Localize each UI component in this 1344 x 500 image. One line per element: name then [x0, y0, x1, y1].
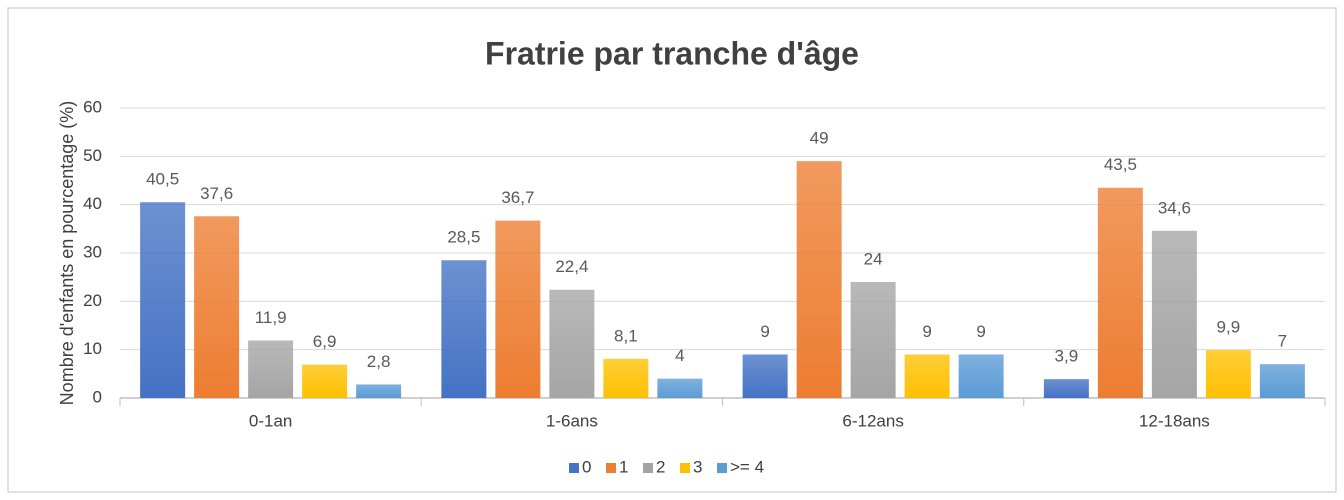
bar: [495, 220, 541, 398]
bar: [1205, 350, 1251, 398]
legend-swatch: [643, 463, 653, 473]
y-tick-label: 20: [83, 291, 102, 310]
data-label: 40,5: [146, 170, 179, 189]
bar: [742, 354, 788, 398]
bar: [850, 282, 896, 398]
data-label: 36,7: [501, 188, 534, 207]
bar: [904, 354, 950, 398]
data-label: 49: [810, 129, 829, 148]
x-tick-label: 12-18ans: [1139, 411, 1210, 430]
bar: [796, 161, 842, 398]
data-label: 11,9: [255, 308, 287, 327]
data-label: 37,6: [200, 184, 233, 203]
bar: [1151, 230, 1197, 398]
bar: [1043, 379, 1089, 398]
data-label: 4: [675, 346, 684, 365]
y-tick-label: 50: [83, 146, 102, 165]
legend-swatch: [569, 463, 579, 473]
bar: [958, 354, 1004, 398]
legend-label: 3: [693, 457, 702, 476]
x-tick-label: 6-12ans: [842, 411, 903, 430]
bar: [140, 202, 186, 398]
bar: [441, 260, 487, 398]
bar: [657, 378, 703, 398]
data-label: 9: [976, 322, 985, 341]
data-label: 28,5: [447, 228, 480, 247]
x-tick-label: 0-1an: [249, 411, 292, 430]
legend-label: 2: [656, 457, 665, 476]
chart-title: Fratrie par tranche d'âge: [485, 35, 859, 71]
bar: [549, 289, 595, 398]
bar: [194, 216, 240, 398]
legend-swatch: [717, 463, 727, 473]
bar: [1259, 364, 1305, 398]
legend-swatch: [680, 463, 690, 473]
data-label: 43,5: [1104, 155, 1137, 174]
y-tick-label: 0: [93, 387, 102, 406]
bar: [603, 358, 649, 398]
legend-swatch: [606, 463, 616, 473]
data-label: 24: [864, 249, 883, 268]
bar: [302, 364, 348, 398]
data-label: 2,8: [367, 352, 391, 371]
data-label: 9,9: [1217, 318, 1241, 337]
legend-label: >= 4: [730, 457, 764, 476]
data-label: 22,4: [555, 257, 588, 276]
y-tick-label: 60: [83, 97, 102, 116]
bar: [356, 384, 402, 398]
bar: [248, 340, 294, 398]
data-label: 8,1: [614, 326, 638, 345]
y-tick-label: 30: [83, 242, 102, 261]
data-label: 6,9: [313, 332, 337, 351]
x-tick-label: 1-6ans: [546, 411, 598, 430]
legend-label: 0: [582, 457, 591, 476]
y-tick-label: 10: [83, 339, 102, 358]
y-tick-label: 40: [83, 194, 102, 213]
legend-label: 1: [619, 457, 628, 476]
data-label: 3,9: [1055, 347, 1079, 366]
bar: [1097, 187, 1143, 398]
data-label: 9: [760, 322, 769, 341]
data-label: 7: [1278, 332, 1287, 351]
data-label: 34,6: [1158, 198, 1191, 217]
y-axis-label: Nombre d'enfants en pourcentage (%): [57, 101, 77, 406]
data-label: 9: [922, 322, 931, 341]
